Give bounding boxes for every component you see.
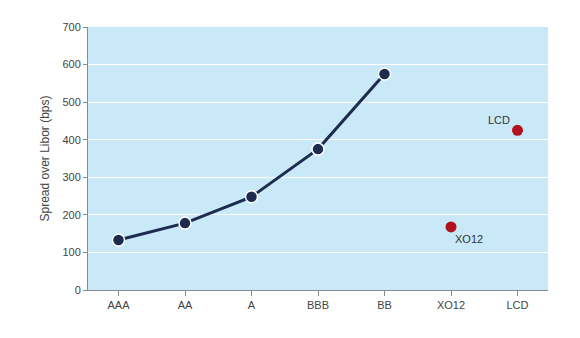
svg-text:400: 400 [62,134,80,146]
svg-text:AA: AA [178,299,193,311]
svg-text:LCD: LCD [506,299,528,311]
svg-text:100: 100 [62,246,80,258]
svg-text:700: 700 [62,21,80,33]
svg-text:BBB: BBB [307,299,329,311]
svg-text:XO12: XO12 [455,233,483,245]
svg-text:XO12: XO12 [437,299,465,311]
svg-text:600: 600 [62,58,80,70]
svg-text:500: 500 [62,96,80,108]
svg-text:A: A [248,299,256,311]
svg-text:AAA: AAA [107,299,130,311]
svg-text:BB: BB [377,299,392,311]
svg-text:0: 0 [75,284,81,296]
svg-text:200: 200 [62,209,80,221]
svg-text:LCD: LCD [488,114,510,126]
svg-text:Spread over Libor (bps): Spread over Libor (bps) [38,95,52,221]
svg-text:300: 300 [62,171,80,183]
